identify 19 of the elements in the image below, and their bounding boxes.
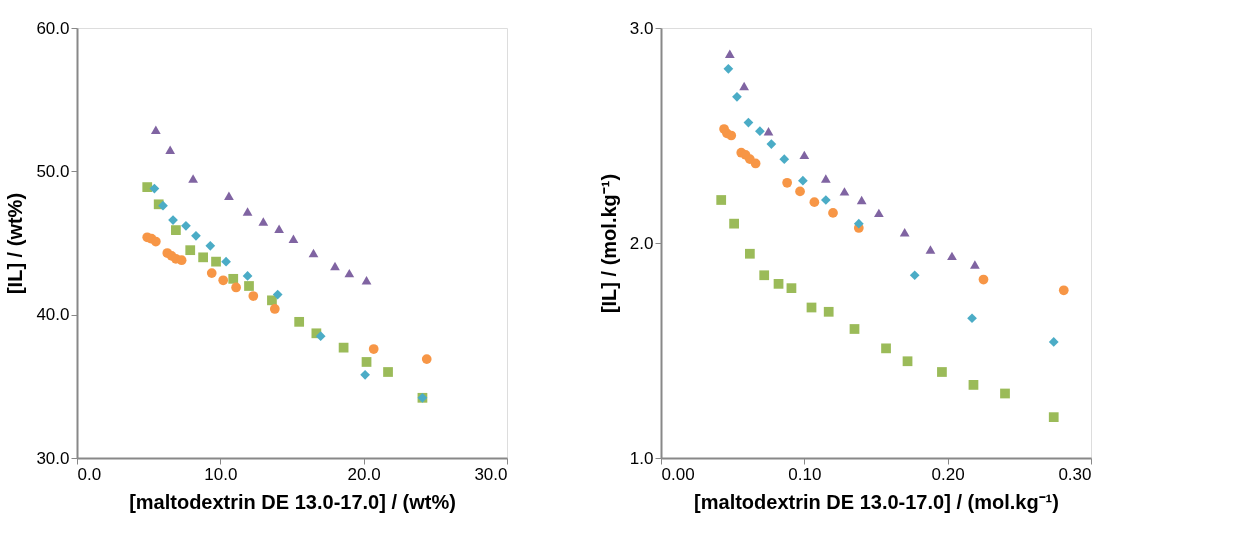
y-tick-label: 40.0 bbox=[36, 305, 70, 325]
x-tick-label: 20.0 bbox=[347, 464, 381, 484]
x-axis-title: [maltodextrin DE 13.0-17.0] / (mol.kg⁻¹) bbox=[694, 490, 1059, 513]
y-tick-label: 1.0 bbox=[629, 448, 654, 468]
y-tick-label: 50.0 bbox=[36, 161, 70, 181]
y-axis-title: [IL] / (mol.kg⁻¹) bbox=[597, 173, 620, 314]
x-tick-label: 0.00 bbox=[661, 464, 695, 484]
y-tick-label: 60.0 bbox=[36, 18, 70, 38]
x-tick-label: 0.0 bbox=[77, 464, 102, 484]
x-tick-label: 0.10 bbox=[788, 464, 822, 484]
x-tick-label: 0.20 bbox=[931, 464, 965, 484]
y-tick-label: 3.0 bbox=[629, 18, 654, 38]
y-tick-label: 2.0 bbox=[629, 233, 654, 253]
y-tick-label: 30.0 bbox=[36, 448, 70, 468]
y-axis-title: [IL] / (wt%) bbox=[4, 192, 27, 295]
x-axis-title: [maltodextrin DE 13.0-17.0] / (wt%) bbox=[129, 490, 456, 513]
x-tick-label: 10.0 bbox=[204, 464, 238, 484]
x-tick-label: 0.30 bbox=[1058, 464, 1092, 484]
x-tick-label: 30.0 bbox=[474, 464, 508, 484]
